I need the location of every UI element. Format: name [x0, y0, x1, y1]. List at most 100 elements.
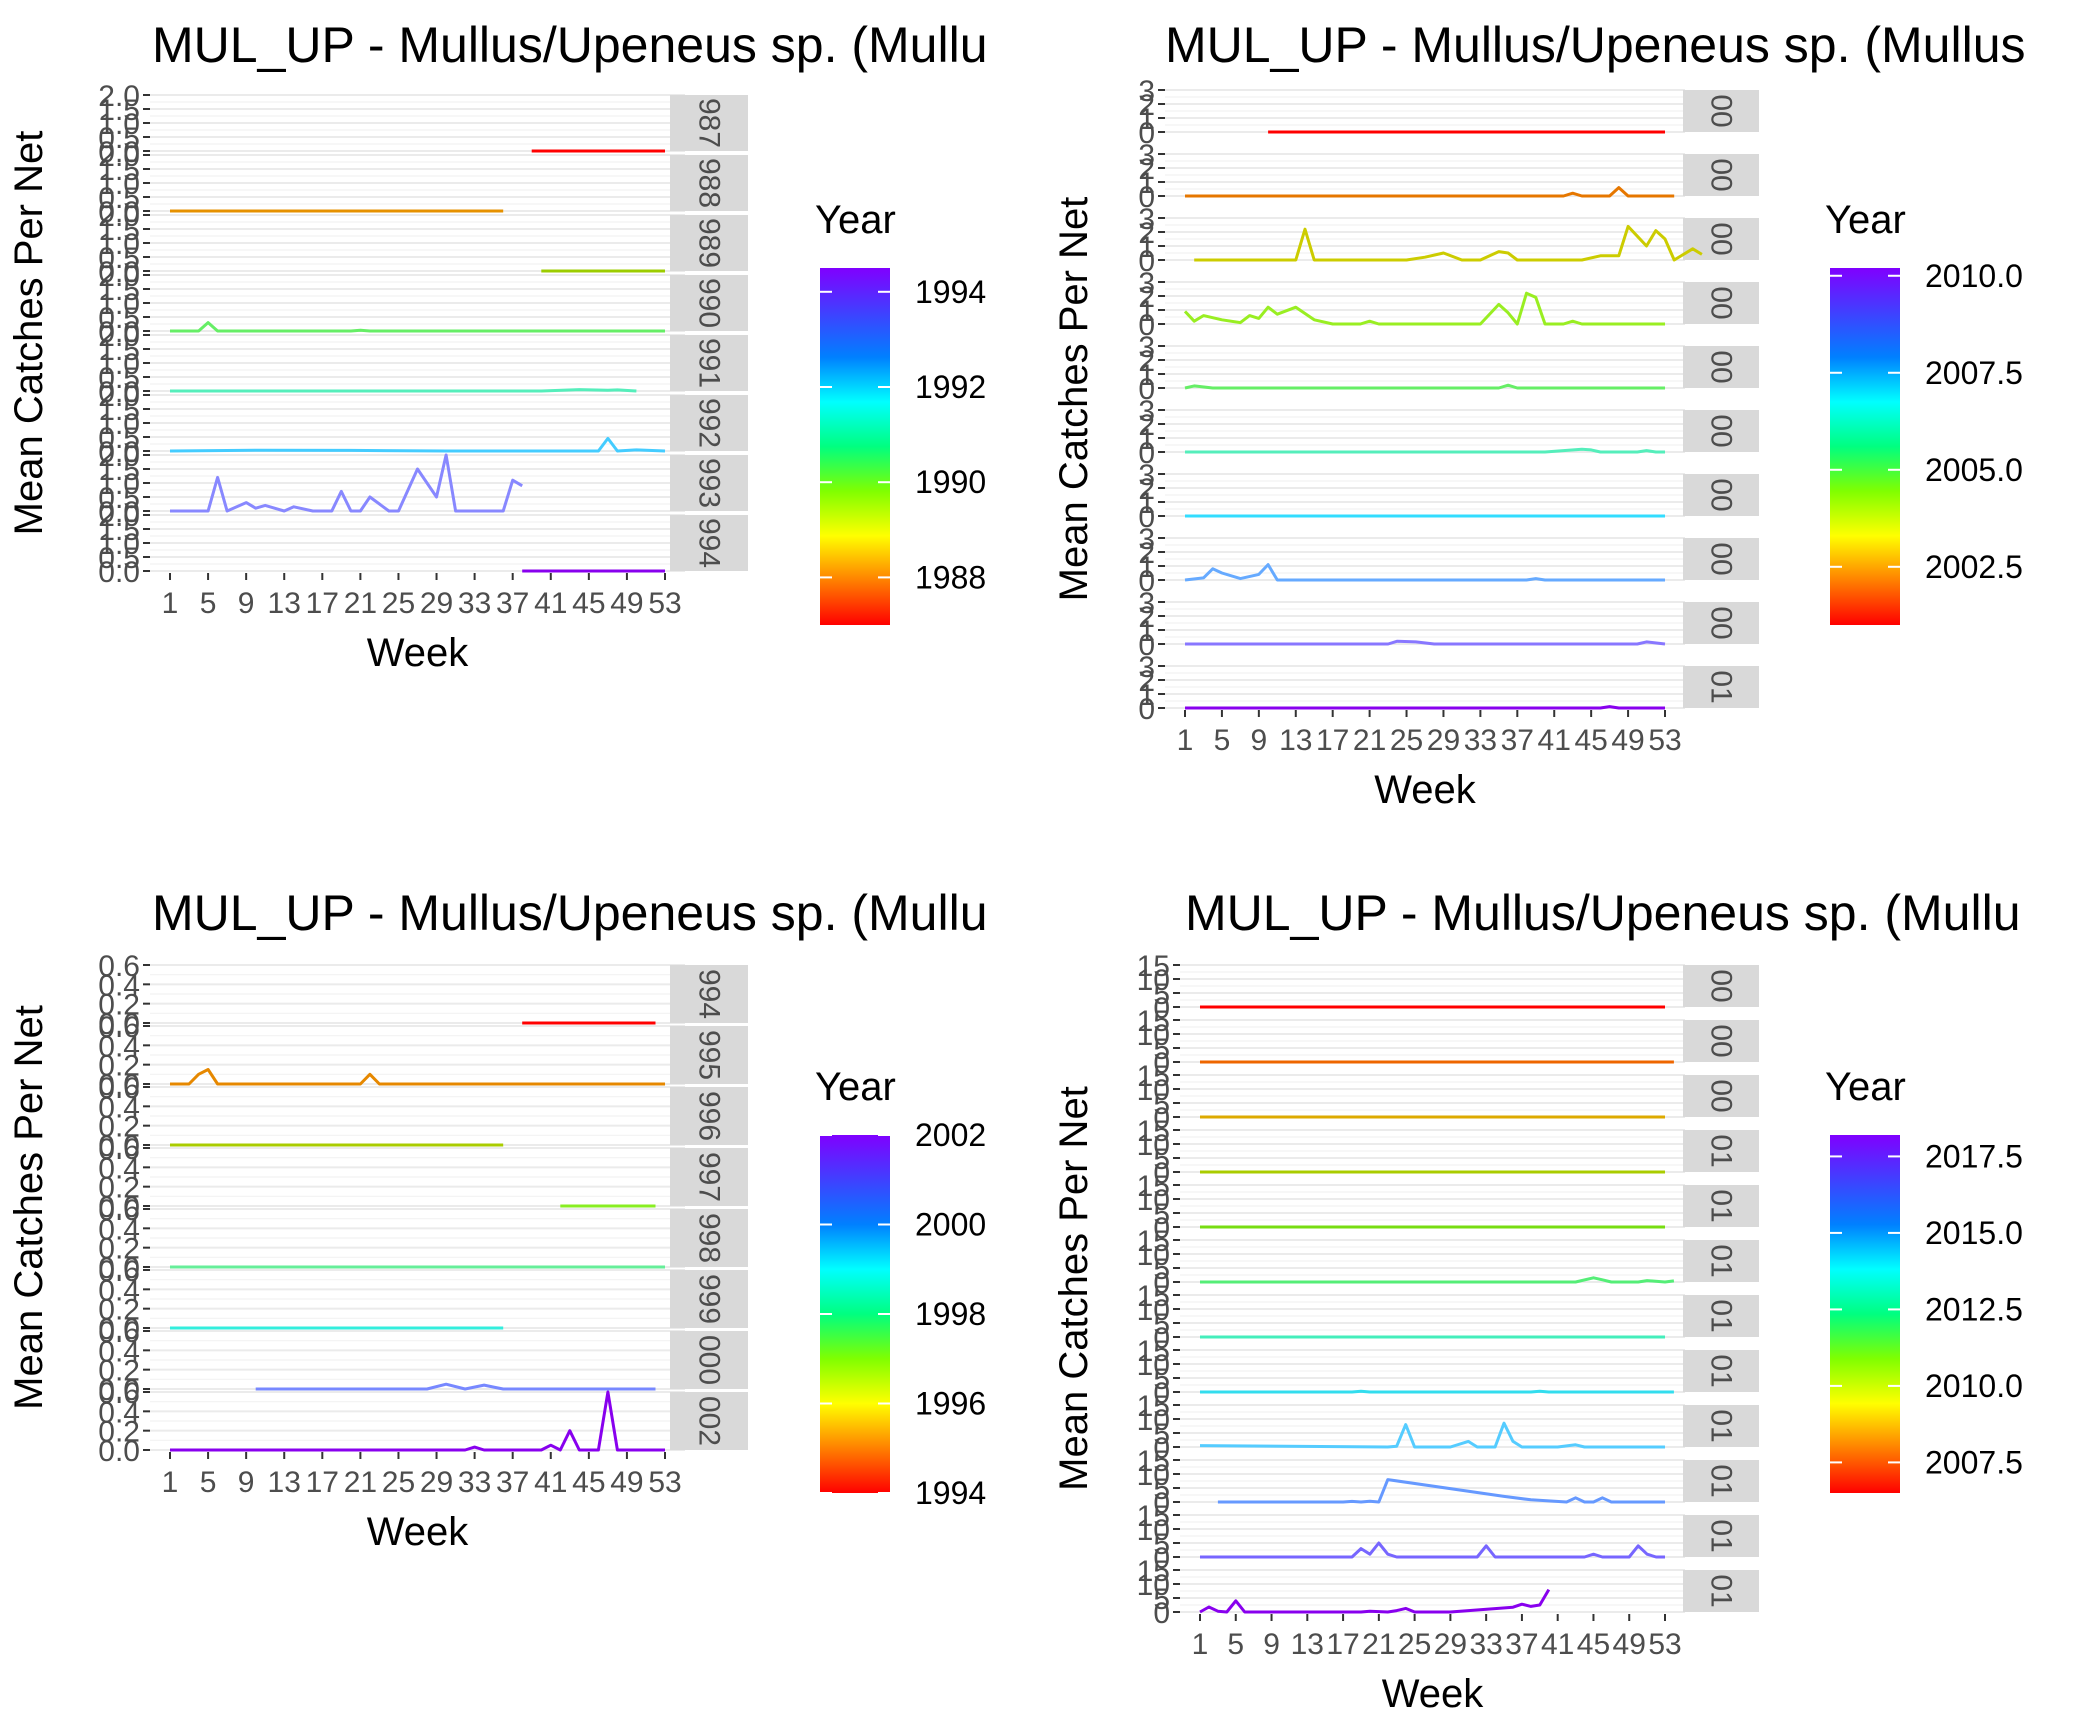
y-tick-label: 15 — [1137, 1390, 1170, 1423]
legend-tick-label: 2017.5 — [1925, 1138, 2023, 1174]
y-tick-label: 15 — [1137, 1555, 1170, 1588]
facet-strip-label: 002 — [693, 1396, 726, 1446]
chart-title: MUL_UP - Mullus/Upeneus sp. (Mullu — [152, 17, 988, 73]
x-tick-label: 25 — [382, 1466, 415, 1499]
x-tick-label: 33 — [458, 587, 491, 620]
series-line-2013 — [1200, 1389, 1674, 1394]
y-tick-label: 0 — [1138, 693, 1155, 726]
y-tick-label: 0 — [1138, 437, 1155, 470]
y-tick-label: 0 — [1153, 1432, 1170, 1465]
series-line-2011 — [1200, 1276, 1675, 1284]
facet-strip — [670, 1209, 748, 1267]
facet-strip-label: 998 — [693, 1213, 726, 1263]
y-tick-label: 2.0 — [98, 200, 140, 233]
y-tick-label: 3 — [1138, 651, 1155, 684]
y-tick-label: 2.0 — [98, 320, 140, 353]
series-line-2016 — [1200, 1541, 1665, 1559]
facet-strip — [1683, 1515, 1759, 1557]
x-tick-label: 25 — [1390, 724, 1423, 757]
x-tick-label: 37 — [496, 587, 529, 620]
x-tick-label: 53 — [1648, 1628, 1681, 1661]
x-tick-label: 37 — [1501, 724, 1534, 757]
y-tick-label: 0.6 — [98, 1011, 140, 1044]
y-tick-label: 5 — [1153, 1143, 1170, 1176]
y-tick-label: 0.5 — [98, 122, 140, 155]
y-tick-label: 0.4 — [98, 1213, 140, 1246]
y-tick-label: 0.0 — [98, 1313, 140, 1346]
x-tick-label: 45 — [1577, 1628, 1610, 1661]
y-tick-label: 0 — [1138, 565, 1155, 598]
y-tick-label: 0 — [1153, 1102, 1170, 1135]
y-tick-label: 0.6 — [98, 950, 140, 983]
y-tick-label: 1.5 — [98, 94, 140, 127]
facet-strip — [670, 155, 748, 211]
y-tick-label: 0.0 — [98, 496, 140, 529]
y-tick-label: 1.5 — [98, 514, 140, 547]
x-tick-label: 49 — [610, 587, 643, 620]
legend-title: Year — [815, 1065, 896, 1109]
x-tick-label: 25 — [1398, 1628, 1431, 1661]
y-tick-label: 0 — [1153, 1377, 1170, 1410]
facet-panel: 0.00.51.01.52.0 992 — [98, 380, 748, 469]
facet-strip-label: 00 — [1705, 606, 1738, 639]
y-tick-label: 0.5 — [98, 482, 140, 515]
series-line-2014 — [1199, 1421, 1665, 1449]
facet-strip-label: 00 — [1705, 1079, 1738, 1112]
y-tick-label: 0.5 — [98, 542, 140, 575]
x-tick-label: 33 — [1464, 724, 1497, 757]
y-tick-label: 2 — [1138, 601, 1155, 634]
facet-strip — [1683, 218, 1759, 260]
y-tick-label: 0.5 — [98, 242, 140, 275]
y-tick-label: 0.2 — [98, 1050, 140, 1083]
x-axis-title: Week — [367, 631, 470, 675]
y-tick-label: 2 — [1138, 665, 1155, 698]
y-tick-label: 1 — [1138, 103, 1155, 136]
facet-strip — [670, 95, 748, 151]
x-tick-label: 13 — [268, 587, 301, 620]
y-tick-label: 5 — [1153, 1528, 1170, 1561]
facet-strip-label: 994 — [693, 518, 726, 568]
y-tick-label: 10 — [1137, 1349, 1170, 1382]
facet-strip — [1683, 154, 1759, 196]
facet-strip-label: 00 — [1705, 478, 1738, 511]
y-tick-label: 0.2 — [98, 1416, 140, 1449]
y-tick-label: 5 — [1153, 1033, 1170, 1066]
legend-tick-label: 2002 — [915, 1117, 986, 1153]
y-tick-label: 0.0 — [98, 1130, 140, 1163]
facet-strip-label: 00 — [1705, 94, 1738, 127]
y-tick-label: 5 — [1153, 1088, 1170, 1121]
x-tick-label: 13 — [1279, 724, 1312, 757]
y-tick-label: 3 — [1138, 267, 1155, 300]
y-tick-label: 0.6 — [98, 1377, 140, 1410]
y-tick-label: 5 — [1153, 978, 1170, 1011]
x-axis-title: Week — [1382, 1672, 1485, 1716]
x-tick-label: 49 — [1613, 1628, 1646, 1661]
y-tick-label: 0.0 — [98, 1435, 140, 1468]
y-tick-label: 1 — [1138, 551, 1155, 584]
y-tick-label: 1 — [1138, 167, 1155, 200]
x-tick-label: 13 — [1291, 1628, 1324, 1661]
x-tick-label: 9 — [238, 1466, 255, 1499]
y-tick-label: 0.4 — [98, 1274, 140, 1307]
facet-strip-label: 995 — [693, 1030, 726, 1080]
y-tick-label: 1.5 — [98, 154, 140, 187]
x-tick-label: 41 — [534, 587, 567, 620]
x-tick-label: 9 — [1263, 1628, 1280, 1661]
facet-strip-label: 00 — [1705, 350, 1738, 383]
series-line-2009 — [1185, 639, 1666, 646]
y-tick-label: 2.0 — [98, 260, 140, 293]
y-tick-label: 1.0 — [98, 348, 140, 381]
legend-title: Year — [1825, 198, 1906, 242]
facet-strip — [1683, 1185, 1759, 1227]
y-tick-label: 0.4 — [98, 1152, 140, 1185]
facet-strip — [1683, 474, 1759, 516]
y-tick-label: 10 — [1137, 1184, 1170, 1217]
y-tick-label: 0.0 — [98, 1252, 140, 1285]
y-tick-label: 0.0 — [98, 1374, 140, 1407]
facet-strip — [1683, 90, 1759, 132]
y-tick-label: 0 — [1138, 629, 1155, 662]
